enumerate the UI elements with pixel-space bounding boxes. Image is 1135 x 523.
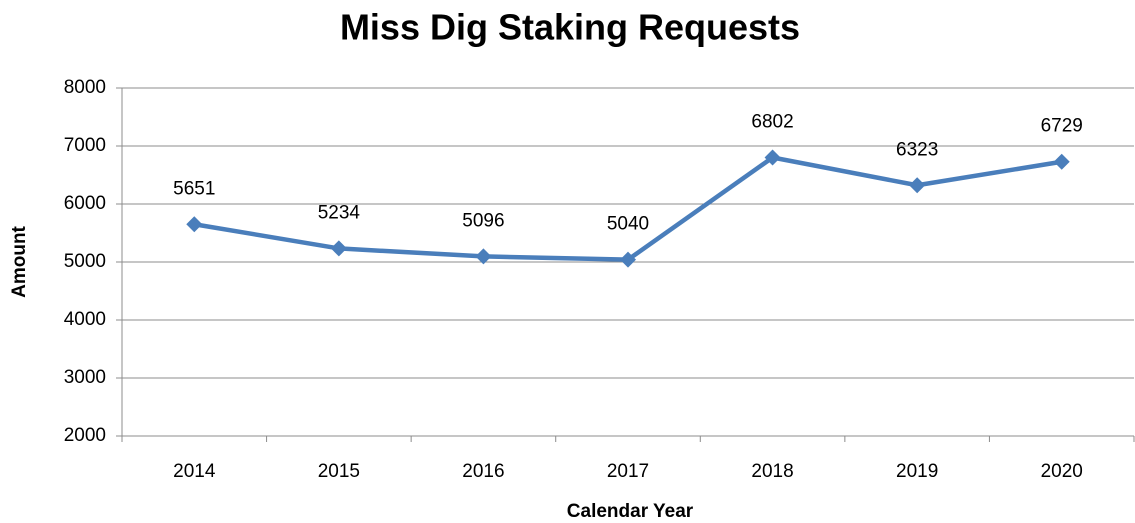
x-tick-label: 2020 xyxy=(1041,461,1083,482)
x-tick-label: 2014 xyxy=(173,461,216,482)
y-tick-label: 5000 xyxy=(64,251,106,272)
y-tick-label: 4000 xyxy=(64,309,106,330)
data-label: 6323 xyxy=(896,139,938,160)
x-tick-label: 2015 xyxy=(318,461,360,482)
data-label: 5234 xyxy=(318,202,361,223)
data-point xyxy=(909,177,926,194)
x-axis-label: Calendar Year xyxy=(567,501,694,522)
data-label: 5040 xyxy=(607,214,649,235)
chart-title: Miss Dig Staking Requests xyxy=(340,7,800,48)
data-point xyxy=(620,251,636,268)
data-point xyxy=(1053,153,1070,170)
data-label: 5096 xyxy=(462,210,504,231)
y-tick-label: 8000 xyxy=(64,77,106,98)
y-tick-label: 3000 xyxy=(64,367,106,388)
y-axis-label: Amount xyxy=(9,225,30,297)
x-tick-label: 2016 xyxy=(462,461,504,482)
data-point xyxy=(764,149,781,166)
data-label: 5651 xyxy=(173,178,215,199)
data-point xyxy=(330,240,347,257)
data-label: 6729 xyxy=(1041,116,1083,137)
data-point xyxy=(475,248,492,265)
y-tick-label: 7000 xyxy=(64,135,106,156)
y-tick-label: 2000 xyxy=(64,425,106,446)
data-point xyxy=(186,216,203,233)
data-label: 6802 xyxy=(751,111,793,132)
x-tick-label: 2017 xyxy=(607,461,649,482)
y-tick-label: 6000 xyxy=(64,193,106,214)
x-tick-label: 2018 xyxy=(751,461,793,482)
x-tick-label: 2019 xyxy=(896,461,938,482)
